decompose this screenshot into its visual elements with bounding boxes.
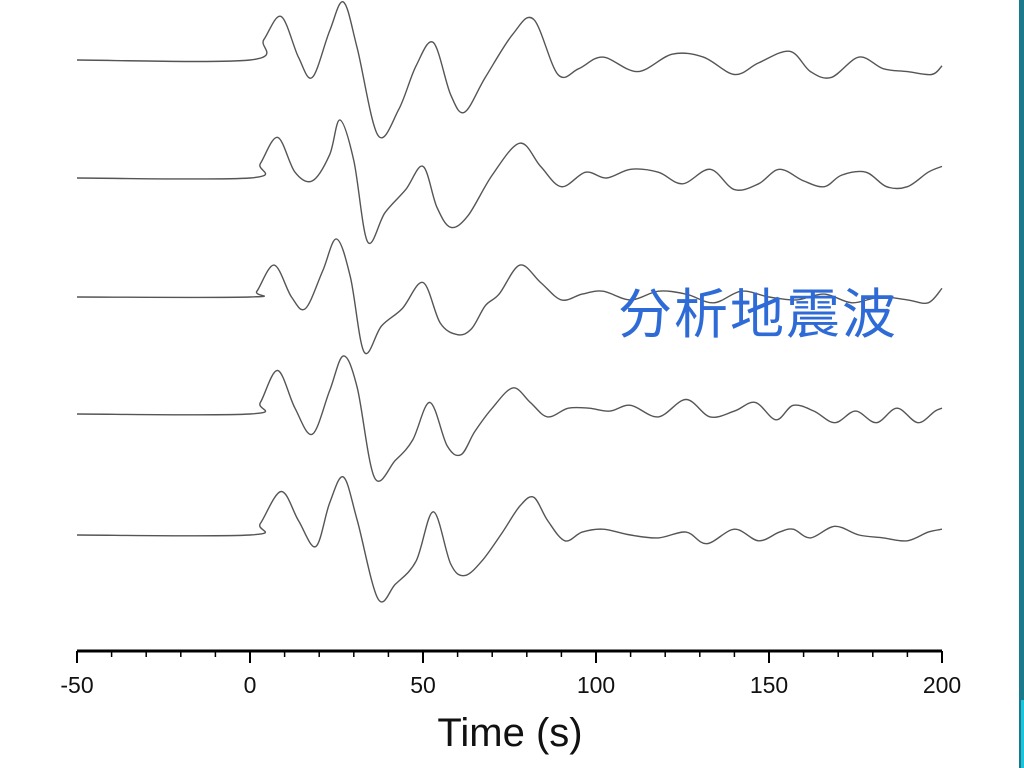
x-tick-label: -50 xyxy=(60,672,93,698)
x-tick-label: 0 xyxy=(244,672,257,698)
right-edge-bar xyxy=(1019,0,1024,768)
trace-5 xyxy=(76,476,943,603)
x-tick-label: 150 xyxy=(750,672,788,698)
x-tick-label: 50 xyxy=(410,672,436,698)
x-axis-title: Time (s) xyxy=(437,711,582,755)
x-tick-label: 200 xyxy=(923,672,961,698)
trace-2 xyxy=(76,119,943,245)
trace-4 xyxy=(76,355,943,482)
x-axis: -50 0 50 100 150 200 xyxy=(60,649,961,698)
x-tick-label: 100 xyxy=(577,672,615,698)
trace-group xyxy=(76,1,943,603)
overlay-title: 分析地震波 xyxy=(618,283,898,346)
right-edge-accent-bar xyxy=(1021,700,1024,768)
trace-1 xyxy=(76,1,943,139)
trace-3 xyxy=(76,238,943,355)
